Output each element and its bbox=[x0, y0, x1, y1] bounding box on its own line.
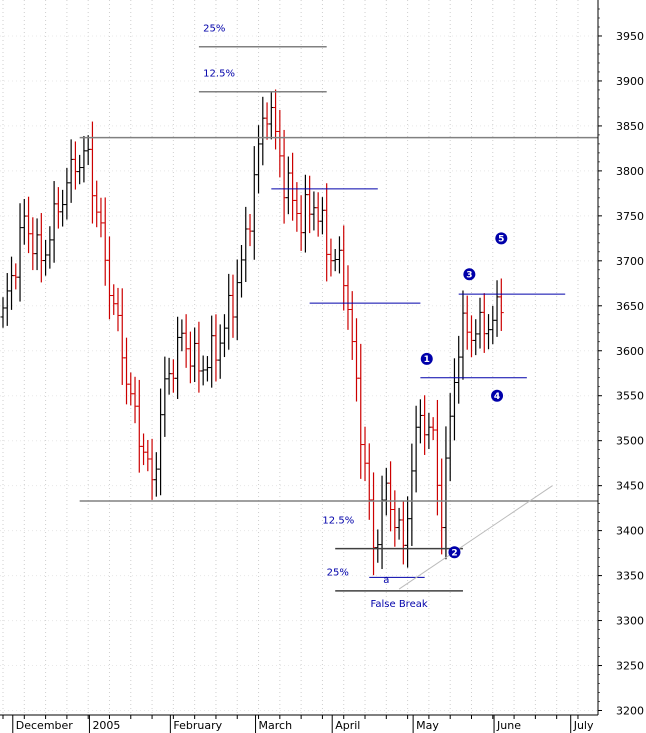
y-tick-label: 3700 bbox=[616, 255, 644, 268]
y-tick-label: 3350 bbox=[616, 570, 644, 583]
y-tick-label: 3950 bbox=[616, 30, 644, 43]
y-tick-label: 3900 bbox=[616, 75, 644, 88]
wave-label: 2 bbox=[448, 546, 461, 559]
x-tick-label: December bbox=[16, 719, 74, 732]
y-tick-label: 3500 bbox=[616, 435, 644, 448]
x-tick-label: June bbox=[496, 719, 521, 732]
y-tick-label: 3450 bbox=[616, 480, 644, 493]
y-tick-label: 3800 bbox=[616, 165, 644, 178]
wave-label-marker bbox=[463, 268, 476, 281]
wave-label-marker bbox=[491, 389, 504, 402]
wave-label: 5 bbox=[495, 232, 508, 245]
y-tick-label: 3400 bbox=[616, 525, 644, 538]
fib-level-label: 25% bbox=[327, 568, 349, 579]
y-tick-label: 3600 bbox=[616, 345, 644, 358]
chart-annotation: a bbox=[383, 575, 389, 586]
wave-label: 3 bbox=[463, 268, 476, 281]
y-tick-label: 3250 bbox=[616, 660, 644, 673]
wave-label-number: 4 bbox=[494, 392, 500, 402]
x-tick-label: March bbox=[259, 719, 293, 732]
wave-label-number: 2 bbox=[451, 548, 457, 558]
y-tick-label: 3300 bbox=[616, 615, 644, 628]
wave-label-number: 3 bbox=[466, 271, 472, 281]
trend-line bbox=[398, 485, 553, 590]
y-tick-label: 3200 bbox=[616, 705, 644, 718]
x-tick-label: April bbox=[335, 719, 360, 732]
x-tick-label: 2005 bbox=[92, 719, 120, 732]
price-bars-layer bbox=[0, 89, 504, 576]
wave-label-marker bbox=[420, 352, 433, 365]
wave-label-number: 5 bbox=[498, 235, 504, 245]
wave-label: 4 bbox=[491, 389, 504, 402]
wave-label: 1 bbox=[420, 352, 433, 365]
wave-label-marker bbox=[448, 546, 461, 559]
wave-label-marker bbox=[495, 232, 508, 245]
y-tick-label: 3650 bbox=[616, 300, 644, 313]
fib-level-label: 12.5% bbox=[203, 68, 235, 79]
y-tick-label: 3850 bbox=[616, 120, 644, 133]
y-tick-label: 3750 bbox=[616, 210, 644, 223]
x-tick-label: July bbox=[573, 719, 594, 732]
wave-label-number: 1 bbox=[424, 355, 430, 365]
price-bar bbox=[498, 278, 504, 331]
chart-annotation: False Break bbox=[371, 599, 428, 610]
annotation-lines-layer bbox=[79, 46, 598, 592]
x-tick-label: May bbox=[416, 719, 439, 732]
y-tick-label: 3550 bbox=[616, 390, 644, 403]
fib-level-label: 12.5% bbox=[322, 515, 354, 526]
fib-level-label: 25% bbox=[203, 23, 225, 34]
x-tick-label: February bbox=[173, 719, 222, 732]
annotation-text-layer: 25% 12.5% 12.5% 25% False Break a 1 2 3 4 5 bbox=[203, 23, 508, 610]
